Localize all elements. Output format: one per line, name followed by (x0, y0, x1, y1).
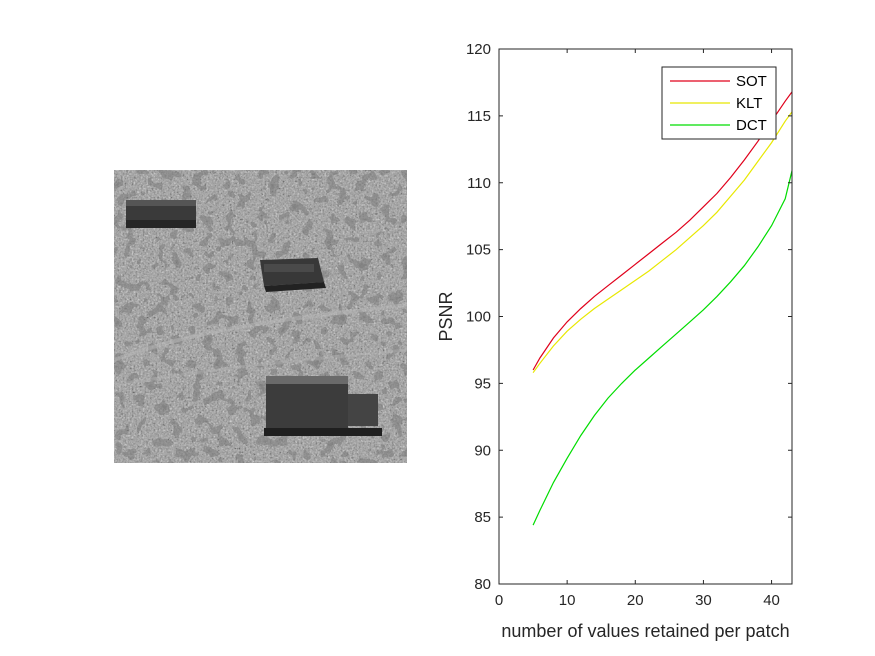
y-tick-label: 105 (466, 242, 491, 259)
y-tick-label: 90 (474, 442, 491, 459)
series-line-sot (532, 91, 792, 371)
series-line-dct (532, 170, 792, 526)
legend-label-sot: SOT (736, 73, 767, 90)
x-tick-label: 0 (495, 592, 503, 609)
y-tick-label: 80 (474, 576, 491, 593)
x-axis-label: number of values retained per patch (501, 621, 789, 641)
y-tick-label: 85 (474, 509, 491, 526)
legend-label-klt: KLT (736, 95, 762, 112)
desert-vehicles-photo (114, 170, 407, 463)
vehicle-top-left (126, 200, 196, 228)
x-tick-label: 30 (695, 592, 712, 609)
y-tick-label: 110 (467, 175, 491, 192)
series-lines (532, 91, 792, 526)
y-tick-label: 95 (474, 375, 491, 392)
x-axis-ticks: 0 10 20 30 40 (495, 49, 780, 609)
legend: SOT KLT DCT (661, 66, 777, 140)
series-line-klt (532, 111, 792, 374)
y-tick-label: 100 (466, 309, 491, 326)
y-tick-label: 120 (466, 41, 491, 58)
vehicle-bottom (264, 376, 382, 436)
y-axis-ticks: 80 85 90 95 100 105 110 115 120 (466, 41, 792, 593)
legend-label-dct: DCT (736, 117, 767, 134)
vehicle-center (260, 258, 326, 292)
x-tick-label: 40 (763, 592, 780, 609)
y-axis-label: PSNR (436, 291, 456, 341)
x-tick-label: 20 (627, 592, 644, 609)
x-tick-label: 10 (559, 592, 576, 609)
y-tick-label: 115 (467, 108, 491, 125)
